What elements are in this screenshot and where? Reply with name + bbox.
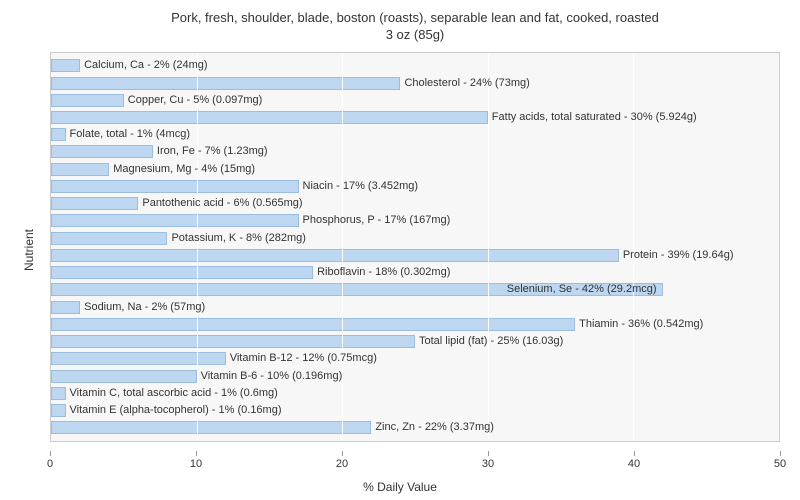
bar — [51, 163, 109, 176]
bar-label: Potassium, K - 8% (282mg) — [171, 232, 306, 245]
bar-row: Riboflavin - 18% (0.302mg) — [51, 266, 779, 280]
bar-row: Vitamin C, total ascorbic acid - 1% (0.6… — [51, 386, 779, 400]
x-tick-label: 40 — [628, 458, 640, 470]
bar-label: Niacin - 17% (3.452mg) — [303, 180, 419, 193]
bar-label: Pantothenic acid - 6% (0.565mg) — [142, 197, 302, 210]
bar-row: Copper, Cu - 5% (0.097mg) — [51, 93, 779, 107]
bar — [51, 77, 400, 90]
bar-row: Fatty acids, total saturated - 30% (5.92… — [51, 110, 779, 124]
bar-row: Thiamin - 36% (0.542mg) — [51, 317, 779, 331]
bar-label: Fatty acids, total saturated - 30% (5.92… — [492, 111, 697, 124]
bar-row: Vitamin B-6 - 10% (0.196mg) — [51, 369, 779, 383]
bar-label: Phosphorus, P - 17% (167mg) — [303, 214, 451, 227]
bar-label: Thiamin - 36% (0.542mg) — [579, 318, 703, 331]
x-tick-label: 30 — [482, 458, 494, 470]
gridline — [488, 53, 489, 441]
bar-row: Cholesterol - 24% (73mg) — [51, 76, 779, 90]
plot-area: Calcium, Ca - 2% (24mg) Cholesterol - 24%… — [50, 52, 780, 442]
title-line-1: Pork, fresh, shoulder, blade, boston (ro… — [171, 10, 659, 25]
bar — [51, 214, 299, 227]
bar-label: Riboflavin - 18% (0.302mg) — [317, 266, 450, 279]
bar — [51, 421, 371, 434]
gridline — [197, 53, 198, 441]
bar — [51, 59, 80, 72]
bar-label: Cholesterol - 24% (73mg) — [404, 77, 529, 90]
gridline — [342, 53, 343, 441]
bar — [51, 318, 575, 331]
chart-title: Pork, fresh, shoulder, blade, boston (ro… — [50, 10, 780, 44]
bar — [51, 128, 66, 141]
bar — [51, 404, 66, 417]
bar-label: Iron, Fe - 7% (1.23mg) — [157, 145, 268, 158]
bar-row: Magnesium, Mg - 4% (15mg) — [51, 162, 779, 176]
bar-row: Vitamin E (alpha-tocopherol) - 1% (0.16m… — [51, 403, 779, 417]
bar — [51, 180, 299, 193]
bar-row: Protein - 39% (19.64g) — [51, 248, 779, 262]
bar-label: Selenium, Se - 42% (29.2mcg) — [507, 283, 663, 296]
bar — [51, 111, 488, 124]
bar-row: Pantothenic acid - 6% (0.565mg) — [51, 197, 779, 211]
bar-row: Sodium, Na - 2% (57mg) — [51, 300, 779, 314]
bar-row: Iron, Fe - 7% (1.23mg) — [51, 145, 779, 159]
bar-label: Vitamin B-12 - 12% (0.75mcg) — [230, 352, 377, 365]
bar-label: Calcium, Ca - 2% (24mg) — [84, 59, 207, 72]
bar-row: Selenium, Se - 42% (29.2mcg) — [51, 283, 779, 297]
bar-label: Copper, Cu - 5% (0.097mg) — [128, 94, 263, 107]
bar — [51, 301, 80, 314]
bar-row: Folate, total - 1% (4mcg) — [51, 128, 779, 142]
bar-row: Zinc, Zn - 22% (3.37mg) — [51, 421, 779, 435]
bar-label: Sodium, Na - 2% (57mg) — [84, 301, 205, 314]
bar-row: Vitamin B-12 - 12% (0.75mcg) — [51, 352, 779, 366]
bar-label: Vitamin B-6 - 10% (0.196mg) — [201, 370, 343, 383]
title-line-2: 3 oz (85g) — [386, 27, 445, 42]
bar-label: Zinc, Zn - 22% (3.37mg) — [375, 421, 494, 434]
bar — [51, 352, 226, 365]
bar — [51, 145, 153, 158]
bar-label: Total lipid (fat) - 25% (16.03g) — [419, 335, 563, 348]
bars-container: Calcium, Ca - 2% (24mg) Cholesterol - 24%… — [51, 59, 779, 435]
x-axis-label: % Daily Value — [363, 480, 437, 494]
bar-label: Magnesium, Mg - 4% (15mg) — [113, 163, 255, 176]
x-tick-mark — [488, 451, 489, 456]
x-tick-mark — [780, 451, 781, 456]
bar-label: Protein - 39% (19.64g) — [623, 249, 734, 262]
bar-label: Vitamin E (alpha-tocopherol) - 1% (0.16m… — [70, 404, 282, 417]
x-ticks: 01020304050 — [50, 456, 780, 474]
bar — [51, 197, 138, 210]
bar-label: Vitamin C, total ascorbic acid - 1% (0.6… — [70, 387, 278, 400]
bar-row: Niacin - 17% (3.452mg) — [51, 179, 779, 193]
x-tick-label: 10 — [190, 458, 202, 470]
bar — [51, 249, 619, 262]
bar-row: Potassium, K - 8% (282mg) — [51, 231, 779, 245]
x-tick-label: 50 — [774, 458, 786, 470]
bar — [51, 370, 197, 383]
x-tick-label: 20 — [336, 458, 348, 470]
bar-row: Calcium, Ca - 2% (24mg) — [51, 59, 779, 73]
x-tick-mark — [342, 451, 343, 456]
x-tick-label: 0 — [47, 458, 53, 470]
bar — [51, 266, 313, 279]
bar-label: Folate, total - 1% (4mcg) — [70, 128, 190, 141]
bar — [51, 387, 66, 400]
bar-row: Total lipid (fat) - 25% (16.03g) — [51, 335, 779, 349]
bar-row: Phosphorus, P - 17% (167mg) — [51, 214, 779, 228]
x-tick-mark — [634, 451, 635, 456]
bar — [51, 232, 167, 245]
x-tick-mark — [196, 451, 197, 456]
bar — [51, 94, 124, 107]
x-tick-mark — [50, 451, 51, 456]
nutrition-chart: Pork, fresh, shoulder, blade, boston (ro… — [0, 0, 800, 500]
y-axis-label: Nutrient — [22, 229, 36, 271]
bar — [51, 335, 415, 348]
